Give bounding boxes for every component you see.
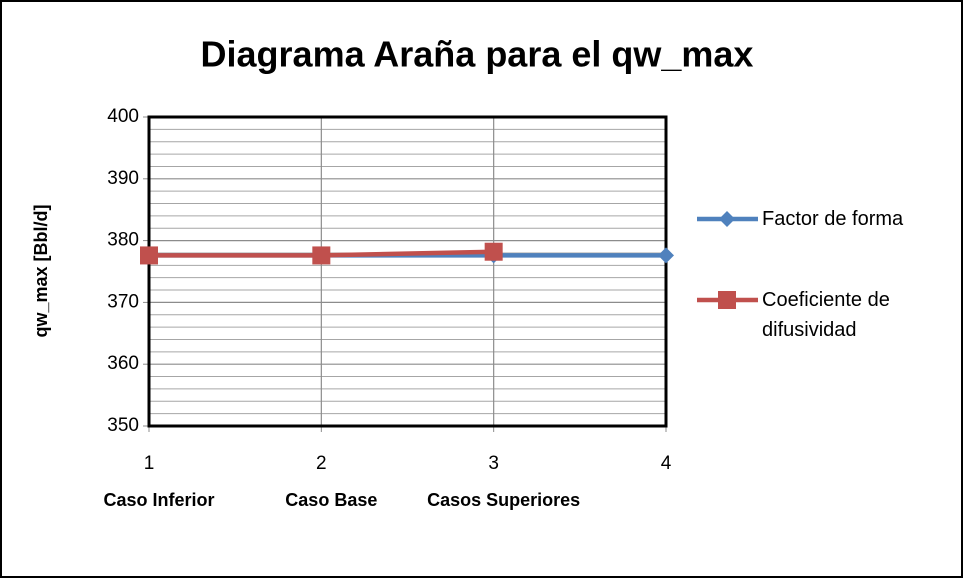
- y-tick-label: 360: [107, 353, 139, 374]
- y-tick-label: 390: [107, 168, 139, 189]
- y-tick-label: 350: [107, 415, 139, 436]
- x-sublabel: Caso Base: [285, 490, 377, 510]
- y-tick-label: 400: [107, 106, 139, 127]
- point: [312, 246, 331, 265]
- plot-border: [147, 115, 668, 428]
- x-tick-label: 4: [661, 453, 672, 474]
- legend-label: Factor de forma: [762, 208, 904, 230]
- point: [140, 246, 158, 265]
- x-sublabel: Caso Inferior: [103, 490, 214, 510]
- legend-marker: [719, 211, 735, 227]
- x-sublabel: Casos Superiores: [427, 490, 580, 510]
- x-tick-label: 3: [488, 453, 499, 474]
- chart-title: Diagrama Araña para el qw_max: [201, 34, 754, 75]
- point: [484, 242, 503, 261]
- legend-marker: [718, 291, 736, 309]
- legend-label: Coeficiente de difusividad: [762, 289, 890, 341]
- point: [658, 247, 674, 264]
- x-tick-label: 2: [316, 453, 327, 474]
- y-tick-label: 370: [107, 291, 139, 312]
- y-axis-label: qw_max [Bbl/d]: [31, 204, 51, 337]
- y-tick-label: 380: [107, 230, 139, 251]
- x-tick-label: 1: [144, 453, 155, 474]
